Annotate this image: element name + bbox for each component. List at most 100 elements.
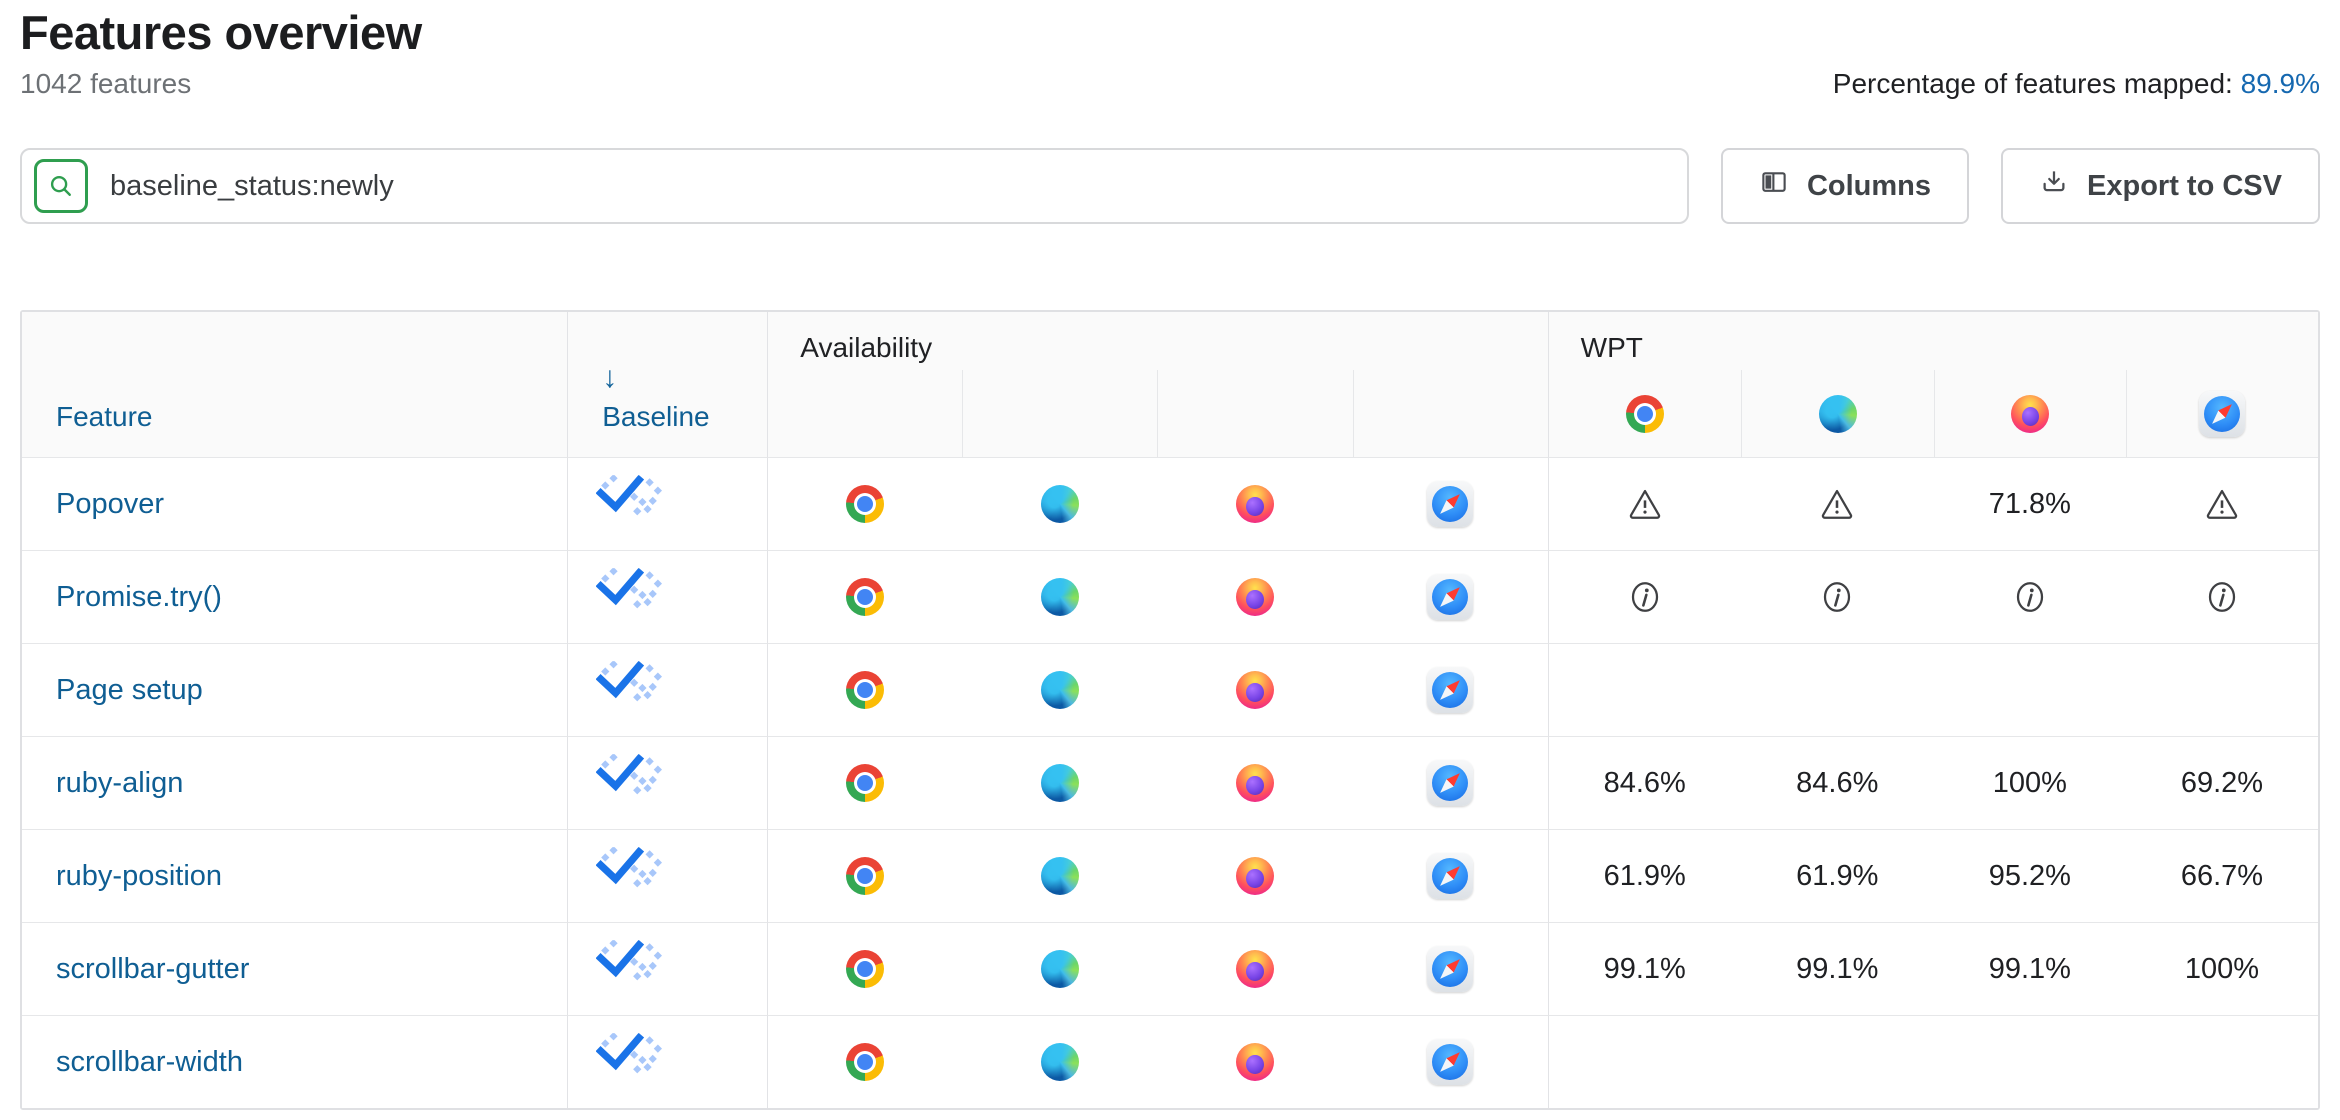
baseline-newly-icon[interactable] [596, 1033, 662, 1091]
feature-cell: Page setup [22, 643, 568, 737]
page-subheader: 1042 features Percentage of features map… [20, 68, 2320, 100]
availability-subheader [1352, 370, 1548, 458]
table-row: Popover 71.8% [22, 457, 2318, 551]
availability-cell [962, 457, 1158, 551]
availability-cell [1157, 550, 1353, 644]
warning-icon[interactable] [1627, 486, 1663, 522]
export-csv-button[interactable]: Export to CSV [2001, 148, 2320, 225]
column-header-baseline[interactable]: ↓ Baseline [567, 312, 768, 458]
columns-button[interactable]: Columns [1720, 148, 1970, 225]
columns-icon [1759, 167, 1789, 205]
wpt-cell: 61.9% [1740, 829, 1934, 923]
baseline-cell [567, 736, 768, 830]
availability-cell [962, 1015, 1158, 1109]
column-group-wpt: WPT [1547, 312, 2318, 371]
wpt-cell [1547, 550, 1741, 644]
wpt-cell [1547, 643, 1741, 737]
wpt-cell [1740, 550, 1934, 644]
search-input[interactable] [110, 169, 1677, 203]
wpt-cell: 99.1% [1547, 922, 1741, 1016]
wpt-cell: 84.6% [1740, 736, 1934, 830]
wpt-score: 71.8% [1988, 487, 2071, 520]
firefox-icon [1235, 857, 1274, 896]
chrome-icon [846, 764, 885, 803]
firefox-icon [1235, 485, 1274, 524]
availability-cell [962, 736, 1158, 830]
features-table-body: Popover 71.8% Promise.try() Page setup [22, 457, 2318, 1109]
availability-cell [1157, 922, 1353, 1016]
baseline-newly-icon[interactable] [596, 754, 662, 812]
safari-icon [1427, 853, 1474, 900]
wpt-score: 66.7% [2180, 859, 2264, 892]
feature-cell: Promise.try() [22, 550, 568, 644]
baseline-cell [567, 922, 768, 1016]
export-csv-button-label: Export to CSV [2087, 169, 2282, 202]
baseline-newly-icon[interactable] [596, 475, 662, 533]
baseline-cell [567, 457, 768, 551]
baseline-newly-icon[interactable] [596, 661, 662, 719]
availability-cell [767, 550, 963, 644]
table-row: scrollbar-width [22, 1015, 2318, 1109]
wpt-cell: 61.9% [1547, 829, 1741, 923]
sort-descending-icon: ↓ [602, 361, 618, 395]
safari-icon [1427, 481, 1474, 528]
availability-cell [1157, 736, 1353, 830]
chrome-icon [1625, 394, 1664, 433]
wpt-cell [1740, 1015, 1934, 1109]
page-title: Features overview [20, 6, 422, 59]
wpt-cell [1547, 457, 1741, 551]
info-icon[interactable] [2012, 579, 2048, 615]
firefox-icon [1235, 1043, 1274, 1082]
feature-link[interactable]: ruby-align [56, 766, 184, 799]
feature-link[interactable]: scrollbar-width [56, 1045, 243, 1078]
search-icon [34, 159, 88, 214]
warning-icon[interactable] [2204, 486, 2240, 522]
safari-icon [1427, 760, 1474, 807]
baseline-newly-icon[interactable] [596, 940, 662, 998]
safari-icon [2199, 390, 2246, 437]
wpt-browser-header [2125, 370, 2318, 458]
info-icon[interactable] [2204, 579, 2240, 615]
table-row: ruby-position 61.9% 61.9% 95.2% 66.7% [22, 829, 2318, 923]
wpt-score: 100% [1992, 766, 2067, 799]
availability-cell [962, 550, 1158, 644]
wpt-cell: 99.1% [1933, 922, 2126, 1016]
columns-button-label: Columns [1806, 169, 1932, 202]
availability-cell [1352, 922, 1548, 1016]
wpt-cell: 100% [1933, 736, 2126, 830]
warning-icon[interactable] [1819, 486, 1855, 522]
wpt-cell: 84.6% [1547, 736, 1741, 830]
wpt-score: 99.1% [1988, 952, 2071, 985]
baseline-newly-icon[interactable] [596, 568, 662, 626]
mapped-percentage-label: Percentage of features mapped: [1832, 68, 2233, 100]
wpt-cell: 99.1% [1740, 922, 1934, 1016]
wpt-cell: 71.8% [1933, 457, 2126, 551]
feature-link[interactable]: ruby-position [56, 859, 223, 892]
firefox-icon [1235, 950, 1274, 989]
chrome-icon [846, 857, 885, 896]
wpt-score: 99.1% [1796, 952, 1879, 985]
availability-cell [767, 829, 963, 923]
column-header-feature[interactable]: Feature [22, 312, 568, 458]
feature-link[interactable]: Page setup [56, 673, 203, 706]
wpt-cell [1547, 1015, 1741, 1109]
wpt-cell [1933, 1015, 2126, 1109]
mapped-percentage-link[interactable]: 89.9% [2240, 68, 2320, 100]
wpt-browser-header [1740, 370, 1934, 458]
info-icon[interactable] [1819, 579, 1855, 615]
firefox-icon [2011, 394, 2050, 433]
feature-cell: ruby-align [22, 736, 568, 830]
availability-cell [1157, 829, 1353, 923]
search-box [20, 148, 1689, 225]
baseline-newly-icon[interactable] [596, 847, 662, 905]
wpt-score: 100% [2184, 952, 2260, 985]
info-icon[interactable] [1627, 579, 1663, 615]
feature-link[interactable]: Popover [56, 487, 165, 520]
wpt-cell: 69.2% [2125, 736, 2318, 830]
chrome-icon [846, 1043, 885, 1082]
edge-icon [1040, 764, 1079, 803]
feature-link[interactable]: scrollbar-gutter [56, 952, 250, 985]
feature-count: 1042 features [20, 68, 192, 100]
feature-link[interactable]: Promise.try() [56, 580, 222, 613]
